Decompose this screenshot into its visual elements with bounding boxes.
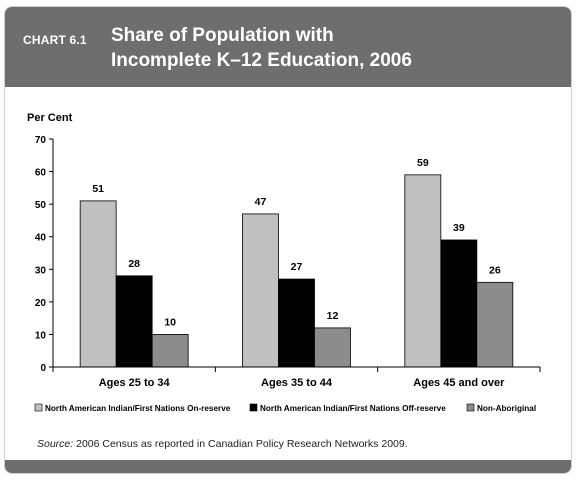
data-label: 28 [128, 258, 140, 270]
bar [151, 334, 189, 368]
x-axis: Ages 25 to 34 Ages 35 to 44 Ages 45 and ov… [52, 366, 541, 389]
data-label: 51 [92, 183, 104, 195]
y-tick-label: 10 [35, 330, 47, 341]
x-tick-label: Ages 45 and over [413, 377, 505, 389]
data-label: 47 [255, 196, 267, 208]
data-label: 27 [291, 261, 303, 273]
legend-swatch [34, 403, 43, 412]
y-tick-label: 40 [35, 233, 47, 244]
source-text: 2006 Census as reported in Canadian Poli… [73, 438, 408, 450]
legend-label: Non-Aboriginal [477, 404, 536, 413]
legend-label: North American Indian/First Nations Off-… [260, 404, 446, 413]
bar [79, 200, 117, 368]
data-label: 26 [489, 264, 501, 276]
y-tick-label: 60 [35, 168, 47, 179]
bars: 51 28 10 47 27 12 59 39 26 [79, 157, 514, 368]
y-axis-label: Per Cent [27, 112, 73, 124]
legend-label: North American Indian/First Nations On-r… [45, 404, 231, 413]
y-tick-label: 50 [35, 200, 47, 211]
y-tick-label: 30 [35, 265, 47, 276]
bar [278, 278, 315, 368]
bar-chart: Per Cent 0 10 20 30 40 50 60 70 51 28 10 47 27 12 59 3… [27, 112, 541, 413]
data-label: 12 [327, 310, 339, 322]
data-label: 59 [417, 157, 429, 169]
bar [242, 213, 279, 368]
source-label: Source: [37, 438, 74, 450]
chart-number: CHART 6.1 [23, 33, 87, 47]
bar [314, 327, 351, 368]
footer-bar [5, 460, 571, 473]
chart-title-line-2: Incomplete K–12 Education, 2006 [111, 50, 412, 71]
bar [404, 174, 442, 368]
legend: North American Indian/First Nations On-r… [34, 403, 536, 413]
chart-title: Share of Population with Incomplete K–12… [111, 23, 551, 73]
chart-header: CHART 6.1 Share of Population with Incom… [5, 7, 571, 87]
chart-title-line-1: Share of Population with [111, 25, 334, 46]
y-tick-label: 0 [40, 363, 46, 374]
bar [115, 275, 153, 368]
legend-swatch [249, 403, 258, 412]
bar [440, 239, 478, 368]
chart-frame: CHART 6.1 Share of Population with Incom… [4, 6, 572, 474]
y-axis: 0 10 20 30 40 50 60 70 [35, 135, 54, 374]
x-tick-label: Ages 25 to 34 [99, 377, 171, 389]
y-tick-label: 70 [35, 135, 47, 146]
bar [476, 281, 514, 368]
data-label: 10 [164, 316, 176, 328]
legend-swatch [466, 403, 475, 412]
source-note: Source: 2006 Census as reported in Canad… [37, 438, 408, 450]
x-tick-label: Ages 35 to 44 [261, 377, 333, 389]
y-tick-label: 20 [35, 298, 47, 309]
data-label: 39 [453, 222, 465, 234]
